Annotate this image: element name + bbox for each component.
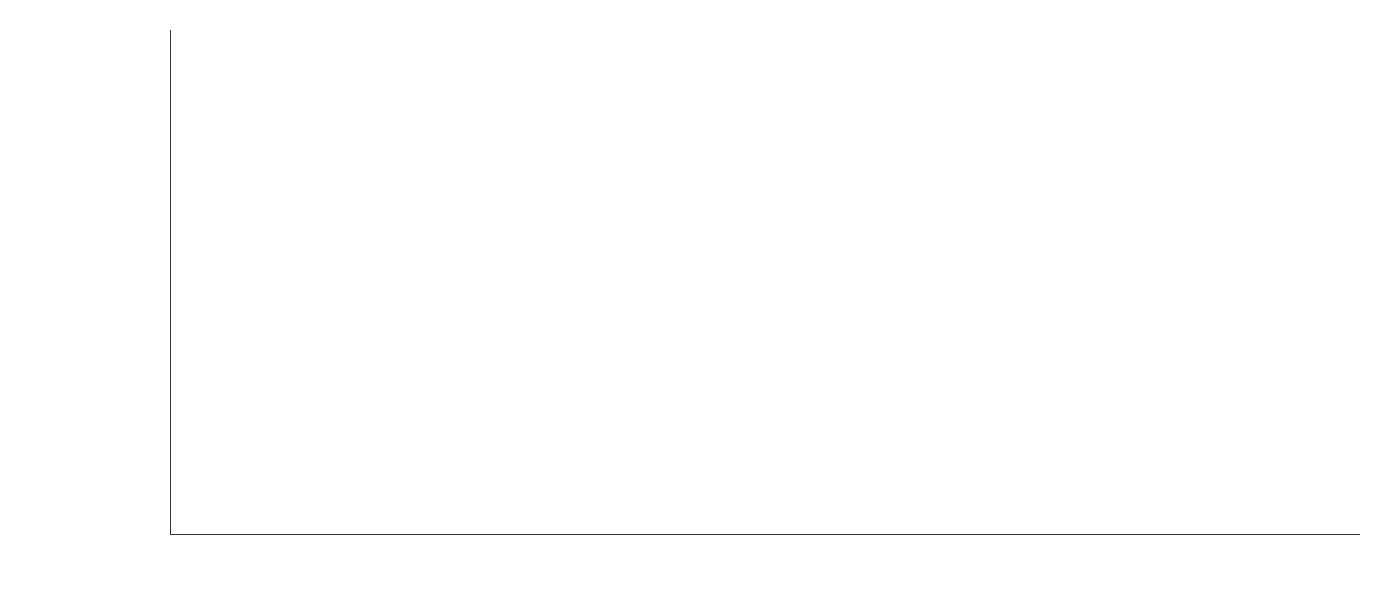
chart-container — [0, 0, 1400, 600]
plot-area — [170, 30, 1360, 535]
